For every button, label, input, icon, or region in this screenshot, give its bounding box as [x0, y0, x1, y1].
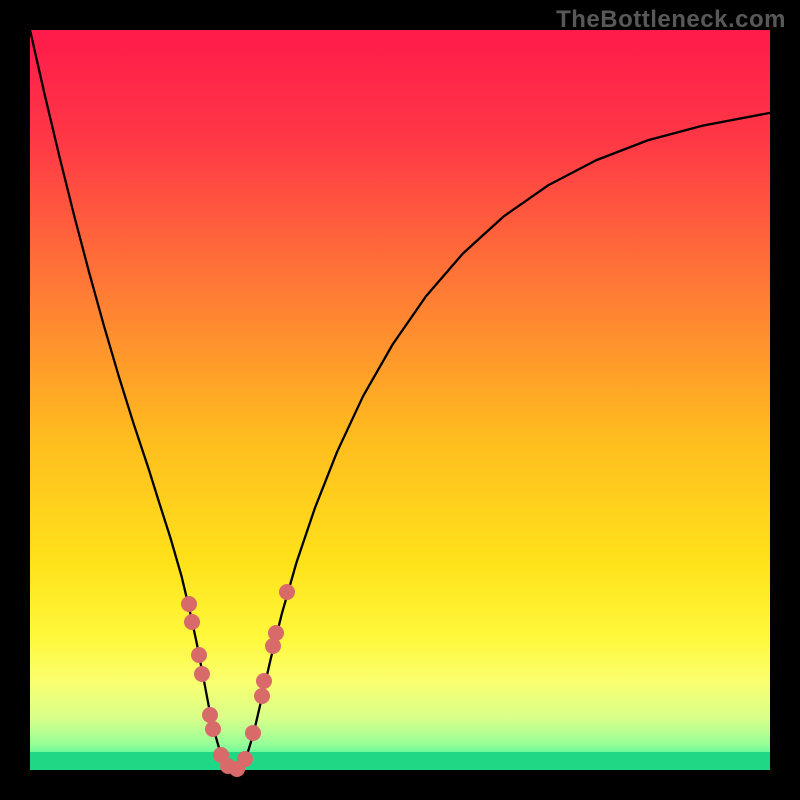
- data-marker: [184, 614, 200, 630]
- data-marker: [205, 721, 221, 737]
- plot-area: [30, 30, 770, 770]
- data-marker: [254, 688, 270, 704]
- chart-frame: TheBottleneck.com: [0, 0, 800, 800]
- data-marker: [194, 666, 210, 682]
- data-marker: [237, 751, 253, 767]
- data-marker: [279, 584, 295, 600]
- data-marker: [191, 647, 207, 663]
- data-marker: [256, 673, 272, 689]
- marker-layer: [30, 30, 770, 770]
- data-marker: [268, 625, 284, 641]
- data-marker: [245, 725, 261, 741]
- data-marker: [181, 596, 197, 612]
